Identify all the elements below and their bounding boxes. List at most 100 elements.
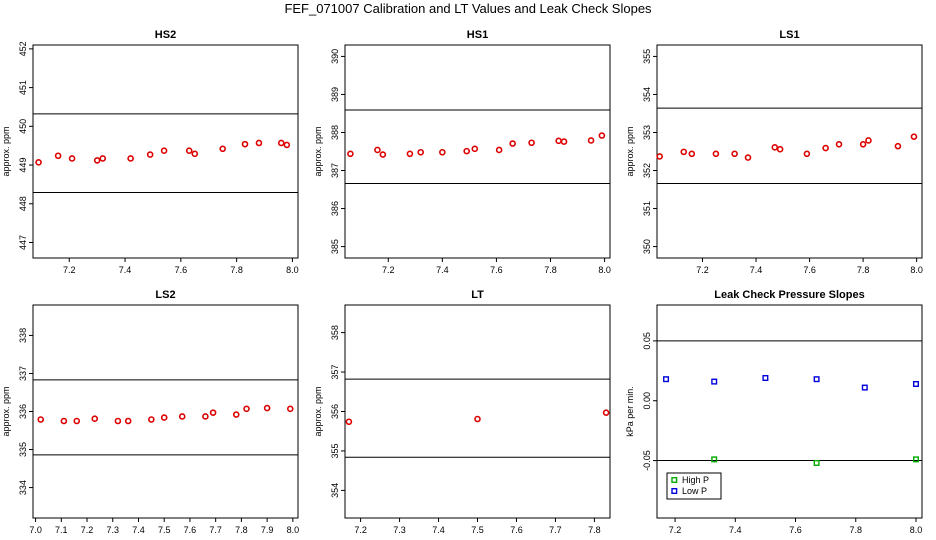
y-tick-label: 338 bbox=[18, 328, 28, 343]
chart-panel-1: HS2 approx. ppm 7.2 7.4 7.6 7.8 8.0 447 448 449 45… bbox=[1, 29, 299, 275]
y-tick-label: 387 bbox=[330, 163, 340, 178]
x-tick-label: 7.8 bbox=[857, 265, 870, 275]
panel-title: HS2 bbox=[155, 29, 176, 41]
x-tick-label: 7.4 bbox=[750, 265, 763, 275]
data-point bbox=[776, 145, 784, 153]
y-axis-label: approx. ppm bbox=[313, 126, 323, 176]
y-axis-label: approx. ppm bbox=[313, 386, 323, 436]
data-point bbox=[474, 415, 481, 423]
x-tick-label: 8.0 bbox=[287, 525, 300, 535]
data-point bbox=[912, 380, 919, 387]
x-tick-label: 7.3 bbox=[393, 525, 406, 535]
data-point bbox=[555, 137, 562, 145]
data-point bbox=[861, 384, 868, 391]
chart-panel-4: LS2 approx. ppm 7.0 7.1 7.2 7.3 7.4 7.5 7.6 7.7 7.… bbox=[1, 289, 299, 535]
data-point bbox=[509, 140, 516, 147]
x-tick-label: 7.1 bbox=[55, 525, 68, 535]
data-point bbox=[822, 144, 829, 152]
data-point bbox=[528, 139, 535, 147]
y-tick-label: 390 bbox=[330, 49, 340, 64]
data-point bbox=[680, 148, 688, 156]
x-tick-label: 7.4 bbox=[436, 265, 449, 275]
x-tick-label: 7.2 bbox=[696, 265, 709, 275]
y-tick-label: 358 bbox=[330, 325, 340, 340]
plot-frame bbox=[344, 44, 611, 259]
x-tick-label: 7.2 bbox=[81, 525, 94, 535]
x-tick-label: 7.4 bbox=[119, 265, 132, 275]
y-tick-label: 448 bbox=[18, 196, 28, 211]
plot-frame bbox=[656, 44, 923, 259]
data-point bbox=[146, 151, 154, 158]
x-tick-label: 7.7 bbox=[549, 525, 562, 535]
plot-frame bbox=[32, 44, 299, 259]
data-point bbox=[859, 140, 867, 148]
y-tick-label: 0.00 bbox=[642, 392, 652, 410]
y-tick-label: 337 bbox=[18, 366, 28, 381]
data-point bbox=[160, 147, 168, 155]
data-point bbox=[93, 157, 101, 164]
data-point bbox=[663, 376, 670, 383]
data-point bbox=[865, 137, 872, 144]
x-tick-label: 8.0 bbox=[598, 265, 611, 275]
y-tick-label: 357 bbox=[330, 365, 340, 380]
data-point bbox=[406, 150, 414, 158]
y-tick-label: 355 bbox=[330, 443, 340, 458]
data-point bbox=[587, 137, 595, 144]
x-tick-label: 7.6 bbox=[175, 265, 188, 275]
data-point bbox=[347, 150, 354, 158]
y-tick-label: 450 bbox=[18, 119, 28, 134]
x-tick-label: 8.0 bbox=[286, 265, 299, 275]
data-point bbox=[771, 144, 779, 151]
data-point bbox=[471, 145, 479, 153]
x-tick-label: 7.2 bbox=[382, 265, 395, 275]
data-point bbox=[374, 146, 381, 154]
data-point bbox=[191, 150, 199, 158]
y-tick-label: 354 bbox=[642, 87, 652, 102]
y-tick-label: 388 bbox=[330, 125, 340, 140]
plot-frame bbox=[32, 304, 299, 519]
data-point bbox=[598, 132, 606, 139]
data-point bbox=[127, 155, 134, 162]
y-tick-label: 350 bbox=[642, 239, 652, 254]
data-point bbox=[35, 159, 42, 166]
data-point bbox=[712, 150, 720, 158]
chart-panel-5: LT approx. ppm 7.2 7.3 7.4 7.5 7.6 7.7 7.8 354 355… bbox=[313, 289, 611, 535]
x-tick-label: 7.6 bbox=[789, 525, 802, 535]
x-tick-label: 7.7 bbox=[209, 525, 222, 535]
data-point bbox=[711, 456, 718, 463]
y-tick-label: 354 bbox=[330, 483, 340, 498]
data-point bbox=[835, 140, 843, 148]
legend-label: Low P bbox=[682, 486, 707, 496]
x-tick-label: 7.6 bbox=[490, 265, 503, 275]
data-point bbox=[813, 376, 820, 383]
data-point bbox=[744, 154, 752, 161]
figure-title: FEF_071007 Calibration and LT Values and… bbox=[284, 1, 652, 16]
data-point bbox=[731, 150, 738, 158]
x-tick-label: 7.8 bbox=[588, 525, 601, 535]
panel-title: HS1 bbox=[467, 29, 488, 41]
y-tick-label: 353 bbox=[642, 125, 652, 140]
x-tick-label: 7.2 bbox=[669, 525, 682, 535]
y-tick-label: 451 bbox=[18, 80, 28, 95]
panel-title: Leak Check Pressure Slopes bbox=[714, 289, 864, 301]
data-point bbox=[60, 417, 68, 425]
y-tick-label: 449 bbox=[18, 158, 28, 173]
data-point bbox=[232, 411, 240, 418]
y-axis-label: approx. ppm bbox=[625, 126, 635, 176]
legend-marker bbox=[671, 488, 678, 495]
x-tick-label: 7.2 bbox=[354, 525, 367, 535]
x-tick-label: 7.4 bbox=[729, 525, 742, 535]
chart-panel-3: LS1 approx. ppm 7.2 7.4 7.6 7.8 8.0 350 351 352 35… bbox=[625, 29, 923, 275]
x-tick-label: 7.9 bbox=[261, 525, 274, 535]
data-point bbox=[241, 140, 249, 148]
data-point bbox=[54, 152, 62, 160]
y-tick-label: 452 bbox=[18, 41, 28, 56]
data-point bbox=[185, 147, 193, 155]
panel-title: LS1 bbox=[779, 29, 799, 41]
y-tick-label: 352 bbox=[642, 163, 652, 178]
x-tick-label: 7.5 bbox=[158, 525, 171, 535]
plot-frame bbox=[656, 304, 923, 519]
data-point bbox=[560, 138, 568, 145]
data-point bbox=[912, 456, 919, 463]
